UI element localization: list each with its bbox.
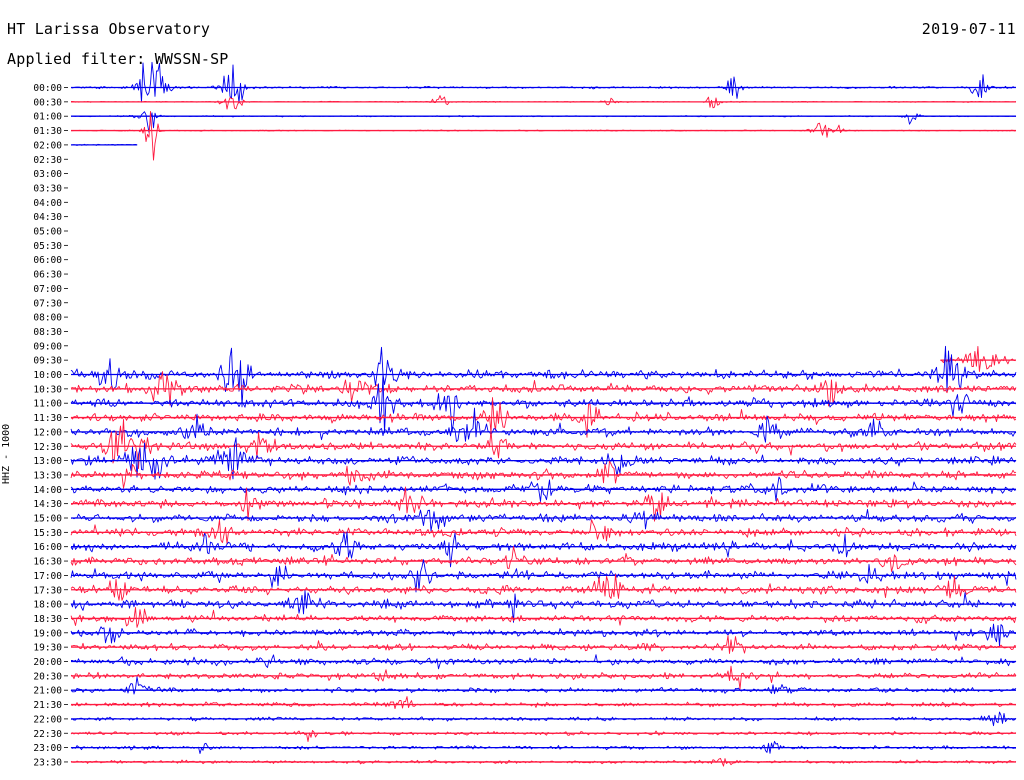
seismic-trace-1430 <box>71 486 1017 522</box>
seismic-trace-1330 <box>70 460 1017 489</box>
seismic-trace-0130 <box>71 110 1017 161</box>
seismic-trace-1230 <box>70 418 1017 470</box>
time-tick-label: 08:00 <box>33 313 62 324</box>
time-tick-label: 03:30 <box>33 183 62 194</box>
time-tick-label: 21:30 <box>33 700 62 711</box>
seismic-trace-1730 <box>70 573 1017 601</box>
time-tick-label: 19:30 <box>33 643 62 654</box>
seismic-trace-0930 <box>940 345 1016 372</box>
time-tick-label: 01:30 <box>33 126 62 137</box>
seismic-trace-0200 <box>70 143 138 146</box>
time-tick-label: 09:30 <box>33 356 62 367</box>
time-axis-ticks: 00:00 00:30 01:00 01:30 02:00 02:30 03:00 03:30… <box>33 83 68 768</box>
seismic-trace-2230 <box>70 730 1017 742</box>
seismic-trace-2030 <box>70 665 1017 690</box>
seismic-trace-1700 <box>70 559 1017 593</box>
seismic-trace-1600 <box>70 531 1017 568</box>
time-tick-label: 02:30 <box>33 155 62 166</box>
time-tick-label: 19:00 <box>33 628 62 639</box>
time-tick-label: 15:00 <box>33 514 62 525</box>
seismic-trace-2130 <box>70 696 1017 710</box>
seismic-trace-1630 <box>70 546 1017 572</box>
time-tick-label: 03:00 <box>33 169 62 180</box>
time-tick-label: 14:30 <box>33 499 62 510</box>
time-tick-label: 02:00 <box>33 140 62 151</box>
time-tick-label: 00:30 <box>33 97 62 108</box>
seismic-trace-1930 <box>70 635 1017 654</box>
time-tick-label: 04:30 <box>33 212 62 223</box>
seismic-trace-1200 <box>70 407 1017 443</box>
time-tick-label: 06:30 <box>33 270 62 281</box>
time-tick-label: 00:00 <box>33 83 62 94</box>
time-tick-label: 09:00 <box>33 341 62 352</box>
time-tick-label: 16:30 <box>33 557 62 568</box>
seismic-trace-1100 <box>70 374 1017 434</box>
time-tick-label: 23:30 <box>33 757 62 768</box>
seismic-trace-2330 <box>70 757 1017 767</box>
seismic-trace-2100 <box>70 676 1017 695</box>
time-tick-label: 22:30 <box>33 729 62 740</box>
time-tick-label: 12:30 <box>33 442 62 453</box>
seismic-trace-1400 <box>70 476 1017 502</box>
seismic-trace-0100 <box>70 111 1017 133</box>
seismic-trace-2000 <box>71 654 1017 670</box>
time-tick-label: 21:00 <box>33 686 62 697</box>
time-tick-label: 10:00 <box>33 370 62 381</box>
time-tick-label: 12:00 <box>33 427 62 438</box>
seismic-trace-2300 <box>70 740 1017 754</box>
filter-label: Applied filter: WWSSN-SP <box>7 50 229 68</box>
seismic-trace-1030 <box>70 371 1017 407</box>
time-tick-label: 05:00 <box>33 227 62 238</box>
time-tick-label: 18:00 <box>33 600 62 611</box>
time-tick-label: 07:00 <box>33 284 62 295</box>
seismic-trace-1900 <box>70 623 1017 647</box>
seismic-trace-1500 <box>70 508 1017 532</box>
time-tick-label: 05:30 <box>33 241 62 252</box>
time-tick-label: 14:00 <box>33 485 62 496</box>
time-tick-label: 10:30 <box>33 384 62 395</box>
time-tick-label: 22:00 <box>33 714 62 725</box>
seismic-trace-0030 <box>71 95 1017 110</box>
seismic-trace-0000 <box>70 61 1017 104</box>
seismic-trace-1300 <box>70 437 1017 480</box>
observatory-title: HT Larissa Observatory <box>7 20 211 38</box>
seismic-trace-1530 <box>70 519 1017 545</box>
time-tick-label: 11:30 <box>33 413 62 424</box>
time-tick-label: 20:30 <box>33 671 62 682</box>
time-tick-label: 08:30 <box>33 327 62 338</box>
time-tick-label: 16:00 <box>33 542 62 553</box>
time-tick-label: 06:00 <box>33 255 62 266</box>
time-tick-label: 11:00 <box>33 399 62 410</box>
date-label: 2019-07-11 <box>921 20 1016 38</box>
seismic-trace-1130 <box>70 397 1017 438</box>
seismic-trace-1000 <box>70 345 1017 408</box>
time-tick-label: 23:00 <box>33 743 62 754</box>
time-tick-label: 18:30 <box>33 614 62 625</box>
time-tick-label: 17:00 <box>33 571 62 582</box>
time-tick-label: 13:30 <box>33 470 62 481</box>
seismic-trace-1800 <box>70 590 1017 623</box>
time-tick-label: 01:00 <box>33 112 62 123</box>
time-tick-label: 20:00 <box>33 657 62 668</box>
seismic-traces <box>70 61 1017 767</box>
seismic-trace-2200 <box>70 711 1017 727</box>
time-tick-label: 04:00 <box>33 198 62 209</box>
time-tick-label: 13:00 <box>33 456 62 467</box>
time-tick-label: 15:30 <box>33 528 62 539</box>
time-tick-label: 17:30 <box>33 585 62 596</box>
seismic-trace-1830 <box>70 606 1017 628</box>
time-tick-label: 07:30 <box>33 298 62 309</box>
